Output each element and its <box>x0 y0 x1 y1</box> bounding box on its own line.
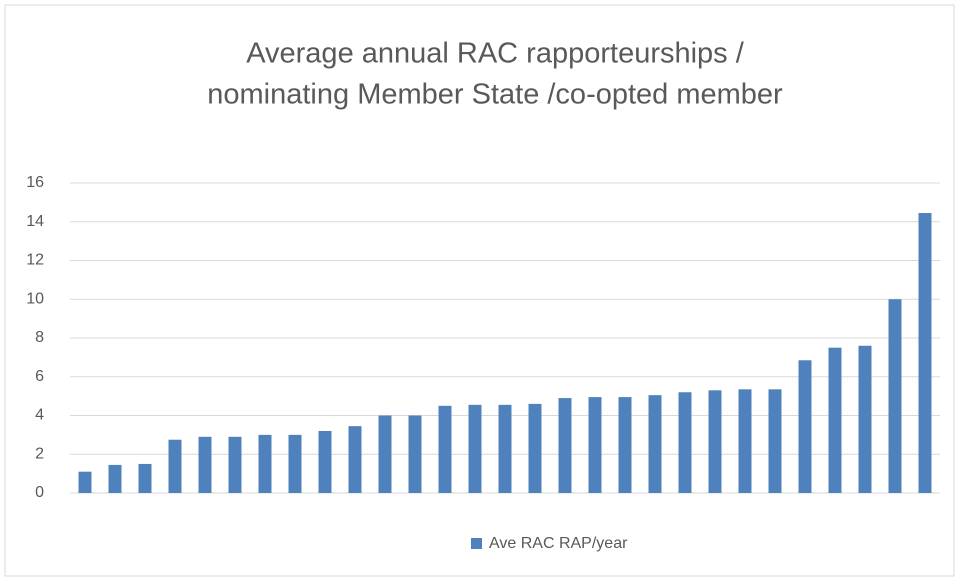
bar <box>888 299 902 493</box>
bar <box>108 464 122 493</box>
bar <box>138 463 152 493</box>
bar <box>498 404 512 493</box>
bar <box>408 415 422 493</box>
bar <box>258 434 272 493</box>
bar <box>738 389 752 493</box>
bar <box>828 347 842 493</box>
y-tick-label: 4 <box>35 407 44 424</box>
bar <box>288 434 302 493</box>
y-tick-label: 16 <box>26 174 44 191</box>
y-tick-label: 14 <box>26 213 44 230</box>
bar <box>708 390 722 493</box>
bar <box>198 436 212 493</box>
legend-label: Ave RAC RAP/year <box>489 535 628 552</box>
bar <box>798 360 812 493</box>
bar <box>768 389 782 493</box>
bar <box>648 395 662 493</box>
y-tick-label: 6 <box>35 368 44 385</box>
y-tick-label: 2 <box>35 445 44 462</box>
bar <box>78 471 92 493</box>
y-tick-label: 12 <box>26 252 44 269</box>
legend-swatch <box>471 538 482 549</box>
bar <box>858 345 872 493</box>
bar <box>168 439 182 493</box>
bar <box>438 405 452 493</box>
chart-title: nominating Member State /co-opted member <box>207 79 783 111</box>
bar <box>378 415 392 493</box>
bar <box>678 392 692 493</box>
bar <box>558 398 572 493</box>
chart-title: Average annual RAC rapporteurships / <box>246 38 745 70</box>
bar <box>318 431 332 493</box>
bar <box>468 404 482 493</box>
bar <box>528 403 542 493</box>
bar <box>918 213 932 493</box>
bar <box>618 397 632 493</box>
y-tick-label: 8 <box>35 329 44 346</box>
bar <box>348 426 362 493</box>
y-tick-label: 10 <box>26 290 44 307</box>
bar <box>588 397 602 493</box>
bar <box>228 436 242 493</box>
y-tick-label: 0 <box>35 484 44 501</box>
